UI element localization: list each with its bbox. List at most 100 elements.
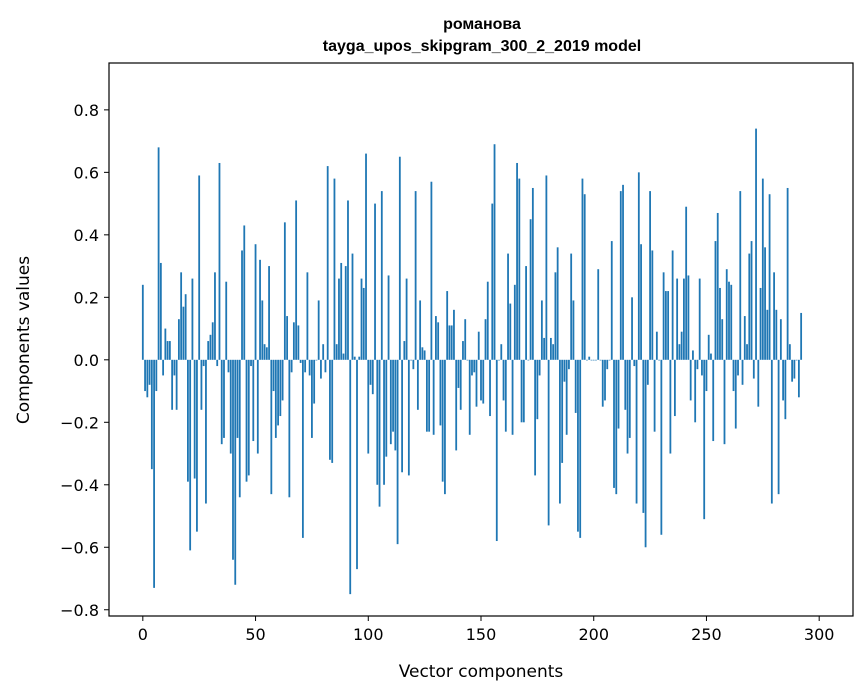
- bar-113: [396, 359, 399, 545]
- bar-56: [268, 266, 270, 360]
- bar-61: [279, 359, 282, 417]
- bar-235: [671, 250, 674, 360]
- bar-202: [597, 269, 600, 360]
- bar-213: [622, 184, 624, 360]
- bar-286: [786, 187, 789, 360]
- bar-195: [581, 178, 584, 360]
- bar-98: [362, 287, 365, 360]
- bar-161: [504, 359, 507, 432]
- bar-218: [633, 359, 636, 367]
- bar-217: [631, 297, 633, 360]
- bar-109: [387, 275, 390, 360]
- bar-214: [624, 359, 627, 410]
- bar-20: [187, 359, 189, 482]
- bar-3: [148, 359, 151, 385]
- x-tick-label-2: 100: [353, 625, 384, 644]
- bar-282: [777, 359, 780, 495]
- bar-6: [155, 359, 158, 392]
- bar-94: [353, 356, 356, 360]
- x-tick-label-1: 50: [245, 625, 265, 644]
- bar-225: [649, 191, 651, 360]
- bar-62: [281, 359, 284, 401]
- bar-117: [405, 278, 408, 360]
- bar-229: [658, 359, 661, 361]
- x-tick-label-6: 300: [804, 625, 835, 644]
- bar-74: [308, 359, 311, 376]
- bar-270: [750, 241, 753, 360]
- x-axis-ticks: 0 50 100 150 200 250 300: [138, 616, 835, 644]
- x-tick-label-5: 250: [691, 625, 722, 644]
- plot-frame: [108, 62, 854, 617]
- bar-71: [301, 359, 304, 538]
- bar-170: [525, 266, 527, 360]
- bar-258: [723, 359, 726, 445]
- bar-244: [692, 350, 694, 360]
- bar-279: [770, 359, 773, 504]
- y-axis-label: Components values: [14, 256, 34, 424]
- bar-238: [678, 344, 681, 360]
- bar-68: [295, 200, 298, 360]
- bar-78: [317, 300, 320, 360]
- bar-91: [347, 200, 349, 360]
- bar-86: [335, 344, 338, 360]
- bar-220: [637, 172, 640, 360]
- bar-100: [367, 359, 370, 454]
- bar-204: [601, 359, 604, 407]
- bar-41: [234, 359, 237, 585]
- bar-271: [752, 359, 755, 379]
- bar-226: [651, 250, 654, 360]
- bar-87: [338, 278, 340, 360]
- bar-40: [232, 359, 234, 560]
- bar-153: [486, 281, 489, 360]
- bar-219: [635, 359, 638, 504]
- bar-36: [223, 359, 225, 438]
- bar-266: [741, 359, 744, 385]
- bar-175: [536, 359, 539, 420]
- bar-116: [403, 341, 406, 360]
- x-tick-label-3: 150: [466, 625, 497, 644]
- bar-125: [423, 350, 426, 360]
- bar-248: [701, 359, 703, 376]
- bar-250: [705, 359, 708, 392]
- bar-34: [218, 162, 221, 360]
- bar-176: [538, 359, 541, 376]
- bar-75: [311, 359, 313, 438]
- bar-241: [685, 206, 688, 360]
- bar-160: [502, 359, 505, 401]
- bar-232: [664, 291, 667, 360]
- bar-262: [732, 359, 735, 392]
- bar-38: [227, 359, 230, 373]
- bar-265: [739, 191, 742, 360]
- bar-259: [725, 269, 728, 360]
- bar-187: [563, 359, 566, 382]
- bar-13: [171, 359, 174, 410]
- bar-15: [175, 359, 178, 410]
- bar-28: [205, 359, 207, 504]
- bar-152: [484, 319, 487, 360]
- bar-185: [559, 359, 561, 504]
- bar-264: [737, 359, 739, 376]
- bar-59: [274, 359, 277, 438]
- bar-199: [590, 359, 593, 361]
- bar-9: [162, 359, 165, 376]
- bar-2: [146, 359, 149, 398]
- bar-46: [245, 359, 248, 482]
- y-tick-label-1: −0.6: [60, 538, 99, 557]
- bar-178: [543, 337, 546, 360]
- bar-168: [520, 359, 523, 423]
- bar-53: [261, 300, 264, 360]
- bar-249: [703, 359, 706, 520]
- bar-273: [757, 359, 760, 407]
- bar-52: [259, 259, 261, 360]
- bar-27: [202, 359, 205, 367]
- bar-171: [527, 359, 530, 361]
- bar-278: [768, 194, 771, 360]
- bar-285: [784, 359, 787, 420]
- bar-35: [220, 359, 223, 445]
- bar-16: [177, 319, 180, 360]
- bar-48: [250, 359, 252, 367]
- bar-252: [710, 353, 712, 360]
- bar-253: [712, 359, 715, 442]
- bar-134: [444, 359, 446, 495]
- bar-135: [446, 291, 449, 360]
